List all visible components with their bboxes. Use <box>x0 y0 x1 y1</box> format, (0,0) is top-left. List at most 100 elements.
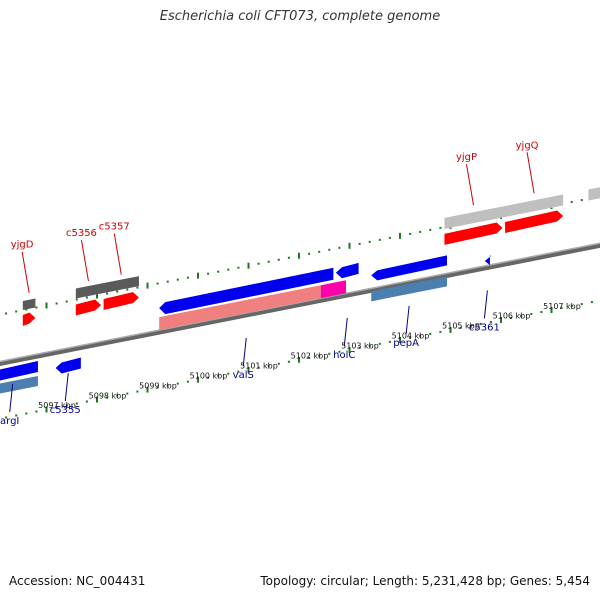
forward-tick <box>35 306 38 309</box>
gene-arrow-holC <box>335 262 359 279</box>
forward-tick <box>25 308 28 311</box>
reverse-tick <box>45 406 48 413</box>
reverse-tick <box>328 352 331 355</box>
reverse-tick <box>479 322 482 325</box>
forward-tick <box>409 232 412 235</box>
reverse-tick <box>510 316 513 319</box>
gene-arrow-c5357 <box>103 292 139 311</box>
forward-tick <box>419 230 422 233</box>
rna-region-bar <box>159 285 321 331</box>
forward-tick <box>227 268 230 271</box>
scale-label: 5099 kbp <box>139 381 177 390</box>
gene-arrow-valS <box>159 267 334 315</box>
forward-tick <box>328 248 331 251</box>
forward-tick <box>217 270 220 273</box>
reverse-tick <box>449 326 452 333</box>
gene-arrow-argI <box>0 360 38 381</box>
gene-label-c5355: c5355 <box>50 405 81 416</box>
forward-tick <box>15 310 18 313</box>
reverse-tick <box>65 404 68 407</box>
forward-tick <box>358 242 361 245</box>
forward-tick <box>237 266 240 269</box>
forward-tick <box>287 256 290 259</box>
reverse-tick <box>358 346 361 349</box>
gene-arrow-yjgP <box>444 222 503 245</box>
reverse-tick <box>176 382 179 385</box>
reverse-tick <box>439 330 442 333</box>
genome-summary-text: Topology: circular; Length: 5,231,428 bp… <box>260 574 590 588</box>
gene-label-c5361: c5361 <box>469 322 500 333</box>
reverse-tick <box>277 362 280 365</box>
leader-line-holC <box>343 318 348 347</box>
reverse-tick <box>217 374 220 377</box>
gene-label-pepA: pepA <box>393 338 419 349</box>
leader-line-c5356 <box>80 239 89 282</box>
reverse-tick <box>469 324 472 327</box>
reverse-tick <box>500 316 502 323</box>
reverse-region-bar <box>0 375 38 394</box>
reverse-tick <box>5 416 8 419</box>
forward-tick <box>388 236 391 239</box>
forward-tick <box>65 300 68 303</box>
leader-line-yjgP <box>466 164 475 206</box>
reverse-tick <box>35 410 38 413</box>
reverse-tick <box>580 303 583 306</box>
forward-tick <box>116 290 119 293</box>
reverse-tick <box>25 412 28 415</box>
reverse-tick <box>257 366 260 369</box>
reverse-tick <box>85 400 88 403</box>
reverse-tick <box>136 390 139 393</box>
reverse-tick <box>247 366 250 373</box>
reverse-tick <box>570 305 573 308</box>
scale-label: 5106 kbp <box>493 312 531 321</box>
reverse-tick <box>318 354 321 357</box>
forward-tick <box>368 240 371 243</box>
forward-tick <box>308 252 311 255</box>
gene-arrow-yjgD <box>22 312 36 326</box>
scale-label: 5102 kbp <box>291 351 329 360</box>
forward-tick <box>45 302 48 309</box>
reverse-tick <box>388 340 391 343</box>
reverse-tick <box>96 396 98 403</box>
forward-tick <box>247 262 250 269</box>
scale-label: 5103 kbp <box>341 342 379 351</box>
leader-line-c5355 <box>64 372 69 402</box>
leader-line-yjgQ <box>526 152 535 194</box>
scale-label: 5104 kbp <box>392 332 430 341</box>
forward-tick <box>176 278 179 281</box>
forward-tick <box>75 298 78 301</box>
forward-rna-bar <box>75 276 139 299</box>
gene-label-yjgD: yjgD <box>11 240 34 251</box>
leader-line-yjgD <box>21 251 30 293</box>
gene-label-yjgP: yjgP <box>456 152 477 163</box>
gene-label-c5356: c5356 <box>66 228 97 239</box>
reverse-tick <box>409 336 412 339</box>
gene-arrow-yjgQ <box>505 210 564 233</box>
hypothetical-bar <box>320 280 346 299</box>
gene-label-c5357: c5357 <box>99 222 130 233</box>
gene-label-valS: valS <box>233 370 254 381</box>
forward-tick <box>126 288 129 291</box>
leader-line-c5361 <box>483 290 488 319</box>
forward-tick <box>136 286 139 289</box>
gene-label-argI: argI <box>0 416 19 427</box>
reverse-tick <box>146 386 149 393</box>
scale-label: 5105 kbp <box>442 322 480 331</box>
forward-tick <box>429 228 432 231</box>
forward-tick <box>85 296 88 299</box>
gene-arrow-c5356 <box>75 299 102 316</box>
reverse-tick <box>126 392 129 395</box>
forward-tick <box>338 246 341 249</box>
forward-tick <box>378 238 381 241</box>
reverse-tick <box>227 372 230 375</box>
gene-arrow-c5361 <box>484 254 491 266</box>
reverse-tick <box>489 320 492 323</box>
forward-tick <box>298 252 300 259</box>
reverse-tick <box>207 376 210 379</box>
reverse-region-bar <box>371 276 447 302</box>
forward-tick <box>257 262 260 265</box>
reverse-tick <box>106 396 109 399</box>
scale-label: 5098 kbp <box>89 391 127 400</box>
forward-tick <box>348 242 351 249</box>
